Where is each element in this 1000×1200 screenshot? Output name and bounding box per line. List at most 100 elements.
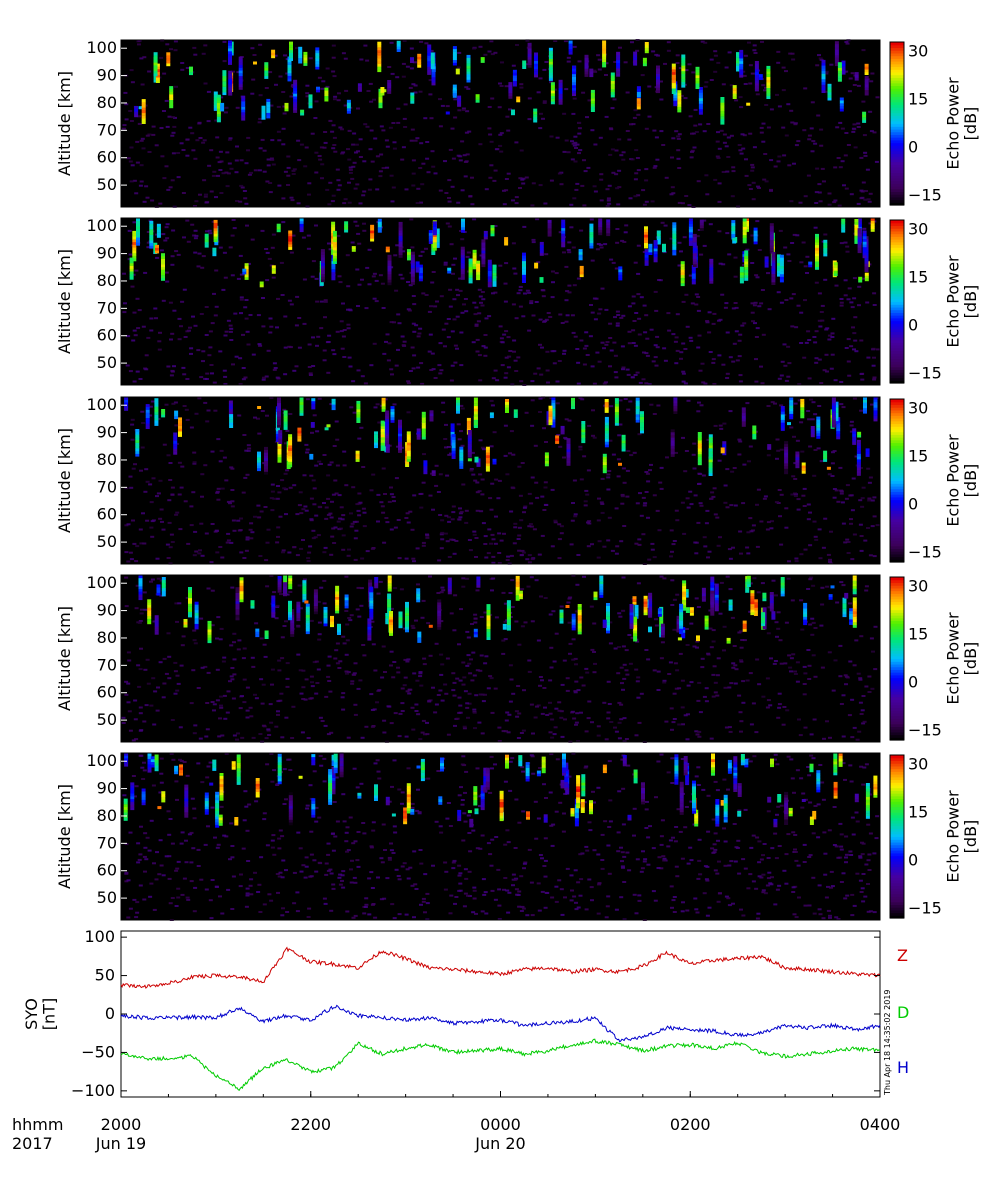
echo-cell (644, 42, 649, 45)
noise-cell (174, 85, 178, 88)
noise-cell (727, 548, 732, 551)
echo-cell (135, 453, 140, 457)
echo-cell (681, 70, 686, 74)
echo-cell (244, 266, 249, 269)
noise-cell (802, 129, 807, 132)
noise-cell (135, 140, 140, 143)
echo-cell (466, 420, 471, 424)
noise-cell (830, 353, 835, 356)
echo-cell (584, 63, 589, 66)
echo-cell (228, 408, 233, 412)
noise-cell (549, 135, 554, 138)
echo-cell (857, 247, 862, 251)
noise-cell (341, 335, 346, 338)
noise-cell (219, 192, 224, 194)
noise-cell (749, 530, 754, 533)
echo-cell (614, 403, 619, 407)
echo-cell (452, 62, 457, 66)
echo-cell (736, 54, 740, 58)
noise-cell (703, 41, 708, 44)
echo-cell (777, 259, 781, 263)
noise-cell (544, 61, 549, 63)
noise-cell (769, 108, 774, 111)
noise-cell (792, 233, 797, 236)
noise-cell (452, 318, 457, 321)
noise-cell (636, 244, 641, 247)
noise-cell (404, 188, 409, 191)
noise-cell (515, 44, 519, 46)
echo-cell (264, 73, 269, 77)
noise-cell (420, 382, 425, 385)
colorbar-strip (890, 306, 904, 311)
noise-cell (518, 305, 523, 308)
echo-cell (656, 81, 660, 85)
echo-cell (857, 434, 862, 438)
echo-cell (834, 49, 839, 53)
noise-cell (787, 362, 792, 365)
echo-cell (854, 224, 859, 228)
noise-cell (846, 360, 851, 363)
echo-cell (527, 51, 532, 54)
echo-cell (671, 71, 676, 75)
noise-cell (519, 149, 524, 152)
noise-cell (806, 518, 811, 521)
echo-cell (485, 449, 490, 453)
noise-cell (403, 103, 408, 106)
echo-cell (656, 68, 660, 72)
noise-cell (186, 542, 191, 545)
echo-cell (856, 472, 861, 476)
noise-cell (159, 249, 164, 252)
noise-cell (228, 137, 233, 140)
noise-cell (732, 467, 737, 469)
noise-cell (327, 463, 332, 466)
noise-cell (614, 507, 619, 510)
noise-cell (587, 424, 592, 427)
noise-cell (564, 265, 569, 268)
colorbar-label-line: [dB] (961, 285, 980, 319)
noise-cell (288, 413, 293, 415)
noise-cell (776, 61, 781, 64)
echo-cell (407, 254, 411, 258)
colorbar-strip (890, 290, 904, 294)
noise-cell (523, 505, 528, 508)
echo-cell (331, 277, 336, 281)
noise-cell (474, 324, 479, 327)
noise-cell (387, 342, 392, 345)
noise-cell (278, 75, 283, 78)
echo-cell (584, 65, 589, 69)
echo-cell (476, 274, 481, 278)
echo-cell (839, 108, 844, 112)
echo-cell (823, 453, 828, 457)
noise-cell (286, 166, 291, 169)
noise-cell (122, 311, 127, 314)
noise-cell (337, 275, 342, 278)
noise-cell (277, 139, 282, 142)
echo-cell (275, 428, 280, 432)
echo-cell (380, 442, 385, 446)
echo-cell (141, 118, 146, 122)
echo-cell (854, 238, 859, 242)
noise-cell (439, 369, 444, 372)
echo-cell (380, 437, 385, 440)
noise-cell (477, 354, 482, 357)
echo-cell (385, 432, 390, 436)
noise-cell (191, 315, 195, 318)
echo-cell (862, 230, 867, 234)
noise-cell (637, 433, 642, 436)
noise-cell (189, 352, 193, 355)
echo-cell (421, 420, 426, 423)
noise-cell (613, 316, 617, 319)
echo-cell (831, 413, 836, 417)
echo-cell (481, 242, 486, 246)
echo-cell (827, 92, 832, 95)
noise-cell (696, 346, 701, 349)
echo-cell (640, 419, 644, 423)
noise-cell (335, 464, 340, 467)
echo-cell (135, 439, 140, 443)
echo-cell (837, 67, 842, 71)
noise-cell (450, 127, 455, 130)
noise-cell (856, 84, 861, 87)
echo-cell (522, 60, 527, 64)
